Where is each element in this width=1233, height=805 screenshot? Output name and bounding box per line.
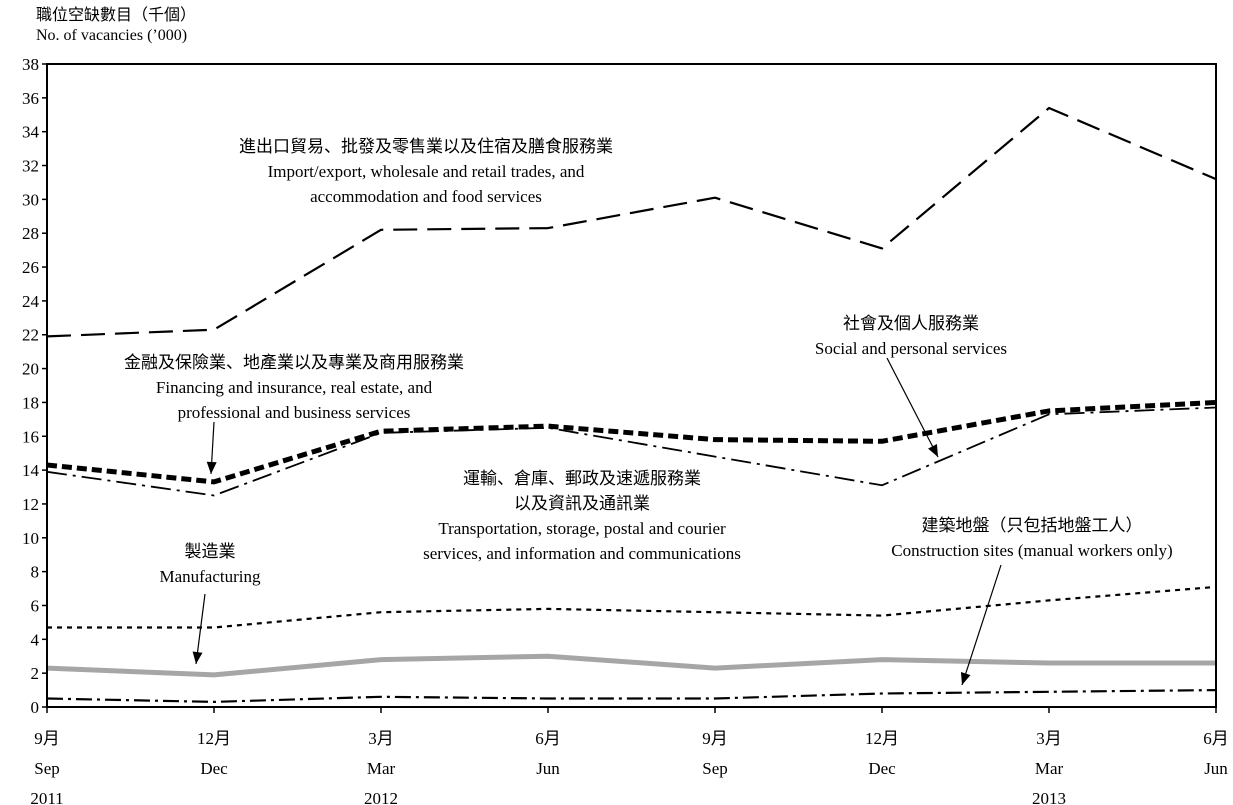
y-tick-label: 26	[22, 258, 39, 277]
x-tick-label: 2011	[30, 789, 63, 805]
series-line-manufacturing	[46, 653, 1216, 678]
y-tick-label: 32	[22, 157, 39, 176]
y-tick-label: 16	[22, 427, 39, 446]
y-axis-title-en: No. of vacancies (’000)	[36, 27, 188, 44]
annotation-construction: 建築地盤（只包括地盤工人）	[922, 516, 1143, 535]
plot-frame	[46, 63, 1217, 708]
y-tick-label: 12	[22, 495, 39, 514]
y-tick-label: 18	[22, 393, 39, 412]
y-tick-label: 6	[31, 596, 40, 615]
annotation-finance: 金融及保險業、地產業以及專業及商用服務業	[124, 353, 464, 372]
series-line-transport	[47, 585, 1217, 629]
x-tick-label: Jun	[536, 759, 560, 778]
annotation-transport: services, and information and communicat…	[423, 544, 741, 563]
annotation-construction: Construction sites (manual workers only)	[891, 541, 1172, 560]
x-tick-label: 3月	[1036, 729, 1062, 748]
y-tick-label: 30	[22, 190, 39, 209]
y-axis-title-zh: 職位空缺數目（千個）	[36, 7, 197, 24]
y-tick-label: 14	[22, 461, 40, 480]
y-tick-label: 22	[22, 326, 39, 345]
y-tick-label: 4	[31, 630, 40, 649]
series-line-finance	[46, 399, 1217, 485]
series-lines	[46, 106, 1217, 704]
y-tick-label: 24	[22, 292, 40, 311]
y-tick-label: 34	[22, 123, 40, 142]
annotation-manufacturing: Manufacturing	[159, 567, 261, 586]
y-tick-label: 38	[22, 55, 39, 74]
x-tick-label: Mar	[1035, 759, 1064, 778]
arrow-manufacturing	[192, 593, 206, 665]
x-tick-label: 6月	[1203, 729, 1229, 748]
x-tick-label: 6月	[535, 729, 561, 748]
annotation-transport: 運輸、倉庫、郵政及速遞服務業	[463, 469, 701, 488]
x-tick-label: 2012	[364, 789, 398, 805]
x-tick-label: 9月	[702, 729, 728, 748]
y-tick-label: 8	[31, 563, 40, 582]
x-tick-label: Dec	[200, 759, 228, 778]
x-tick-label: Sep	[34, 759, 60, 778]
y-tick-label: 2	[31, 664, 40, 683]
series-line-social	[46, 406, 1217, 497]
y-tick-label: 36	[22, 89, 39, 108]
arrow-finance	[206, 421, 217, 475]
arrow-construction	[960, 564, 1002, 686]
x-tick-label: 2013	[1032, 789, 1066, 805]
annotation-finance: Financing and insurance, real estate, an…	[156, 378, 433, 397]
annotation-finance: professional and business services	[178, 403, 411, 422]
y-tick-label: 20	[22, 360, 39, 379]
x-tick-label: 3月	[368, 729, 394, 748]
x-tick-label: 12月	[865, 729, 899, 748]
x-tick-label: Sep	[702, 759, 728, 778]
annotation-trade: accommodation and food services	[310, 187, 542, 206]
annotation-trade: Import/export, wholesale and retail trad…	[268, 162, 585, 181]
annotation-transport: Transportation, storage, postal and cour…	[438, 519, 726, 538]
x-tick-label: Mar	[367, 759, 396, 778]
annotation-transport: 以及資訊及通訊業	[514, 494, 650, 513]
series-line-trade	[46, 106, 1217, 338]
series-annotations: 進出口貿易、批發及零售業以及住宿及膳食服務業 Import/export, who…	[124, 137, 1173, 686]
annotation-social: Social and personal services	[815, 339, 1007, 358]
x-tick-label: Dec	[868, 759, 896, 778]
annotation-trade: 進出口貿易、批發及零售業以及住宿及膳食服務業	[239, 137, 613, 156]
x-tick-label: 9月	[34, 729, 60, 748]
x-axis-ticks: 9月 Sep 2011 12月 Dec 3月 Mar 2012 6月 Jun 9月 Sep 12月 Dec…	[30, 707, 1229, 805]
y-tick-label: 0	[31, 698, 40, 717]
annotation-manufacturing: 製造業	[185, 542, 236, 561]
x-tick-label: Jun	[1204, 759, 1228, 778]
y-tick-label: 28	[22, 224, 39, 243]
annotation-social: 社會及個人服務業	[843, 314, 979, 333]
y-tick-label: 10	[22, 529, 39, 548]
x-tick-label: 12月	[197, 729, 231, 748]
series-line-construction	[46, 689, 1217, 704]
arrow-social	[886, 357, 939, 458]
